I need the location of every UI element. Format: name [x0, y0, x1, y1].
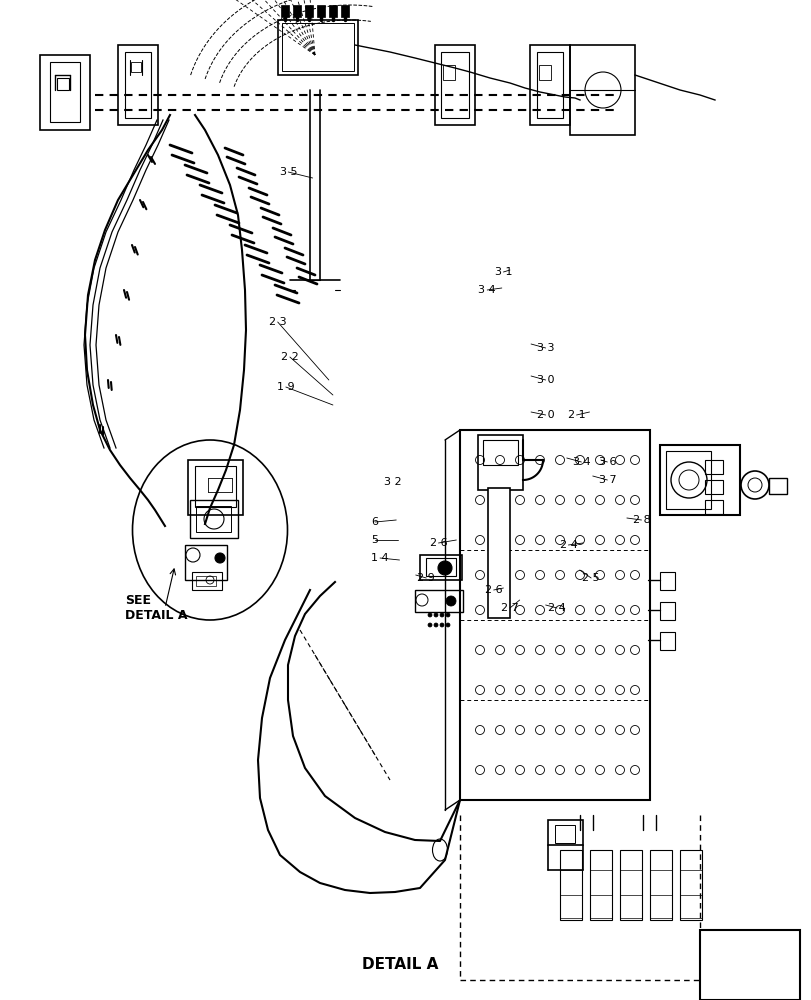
Circle shape [427, 623, 431, 627]
Bar [195, 506, 230, 532]
Bar [185, 545, 227, 580]
Text: 5: 5 [371, 535, 378, 545]
Bar [131, 62, 141, 72]
Text: DETAIL A: DETAIL A [362, 957, 438, 972]
Text: 2 1: 2 1 [567, 410, 585, 420]
Text: 3 7: 3 7 [598, 475, 616, 485]
Bar [539, 65, 551, 80]
Bar [530, 45, 569, 125]
Bar [50, 62, 80, 122]
Bar [414, 590, 462, 612]
Circle shape [437, 561, 452, 575]
Bar [316, 5, 324, 17]
Bar [590, 850, 611, 920]
Bar [665, 451, 710, 509]
Circle shape [433, 613, 437, 617]
Circle shape [445, 613, 449, 617]
Bar [118, 45, 158, 125]
Circle shape [440, 613, 444, 617]
Bar [659, 445, 739, 515]
Bar [699, 930, 799, 1000]
Bar [569, 45, 634, 135]
Bar [281, 5, 289, 17]
Bar [478, 435, 522, 490]
Circle shape [440, 623, 444, 627]
Bar [277, 20, 358, 75]
Bar [704, 460, 722, 474]
Bar [188, 460, 242, 515]
Text: 3 3: 3 3 [536, 343, 554, 353]
Bar [460, 430, 649, 800]
Circle shape [186, 548, 200, 562]
Text: 1 4: 1 4 [371, 553, 388, 563]
Text: 2 3: 2 3 [268, 317, 286, 327]
Bar [704, 500, 722, 514]
Bar [659, 572, 674, 590]
Bar [487, 488, 509, 618]
Bar [195, 466, 236, 507]
Bar [125, 52, 151, 118]
Bar [419, 555, 461, 580]
Bar [57, 78, 69, 90]
Text: 3 0: 3 0 [536, 375, 554, 385]
Bar [620, 850, 642, 920]
Bar [435, 45, 474, 125]
Bar [191, 572, 221, 590]
Text: 3 1: 3 1 [494, 267, 512, 277]
Bar [554, 825, 574, 843]
Circle shape [215, 553, 225, 563]
Text: SEE
DETAIL A: SEE DETAIL A [125, 594, 187, 622]
Circle shape [445, 596, 456, 606]
Bar [560, 850, 581, 920]
Text: 2 8: 2 8 [632, 515, 650, 525]
Text: 3 5: 3 5 [279, 167, 297, 177]
Bar [536, 52, 562, 118]
Text: 3 6: 3 6 [598, 457, 616, 467]
Text: 2 4: 2 4 [559, 540, 577, 550]
Bar [483, 440, 517, 465]
Bar [293, 5, 301, 17]
Bar [704, 480, 722, 494]
Bar [659, 632, 674, 650]
Circle shape [445, 623, 449, 627]
Bar [426, 558, 456, 576]
Text: 2 2: 2 2 [281, 352, 298, 362]
Text: 2 0: 2 0 [536, 410, 554, 420]
Text: 2 6: 2 6 [484, 585, 502, 595]
Bar [440, 52, 469, 118]
Text: 3 2: 3 2 [384, 477, 401, 487]
Text: 3 4: 3 4 [478, 285, 496, 295]
Bar [341, 5, 349, 17]
Bar [328, 5, 337, 17]
Circle shape [433, 623, 437, 627]
Bar [190, 500, 238, 538]
Bar [40, 55, 90, 130]
Text: 2 5: 2 5 [581, 573, 599, 583]
Text: 6: 6 [371, 517, 378, 527]
Bar [768, 478, 786, 494]
Text: 3 4: 3 4 [572, 457, 590, 467]
Bar [659, 602, 674, 620]
Text: 2 6: 2 6 [429, 538, 447, 548]
Bar [649, 850, 672, 920]
Bar [281, 23, 354, 71]
Bar [443, 65, 454, 80]
Circle shape [427, 613, 431, 617]
Bar [195, 576, 216, 586]
Text: 2 7: 2 7 [500, 603, 518, 613]
Bar [547, 820, 582, 845]
Text: 2 4: 2 4 [547, 603, 565, 613]
Text: 1 9: 1 9 [277, 382, 294, 392]
Bar [679, 850, 702, 920]
Polygon shape [707, 958, 791, 988]
Text: 2 9: 2 9 [417, 573, 435, 583]
Bar [305, 5, 312, 17]
